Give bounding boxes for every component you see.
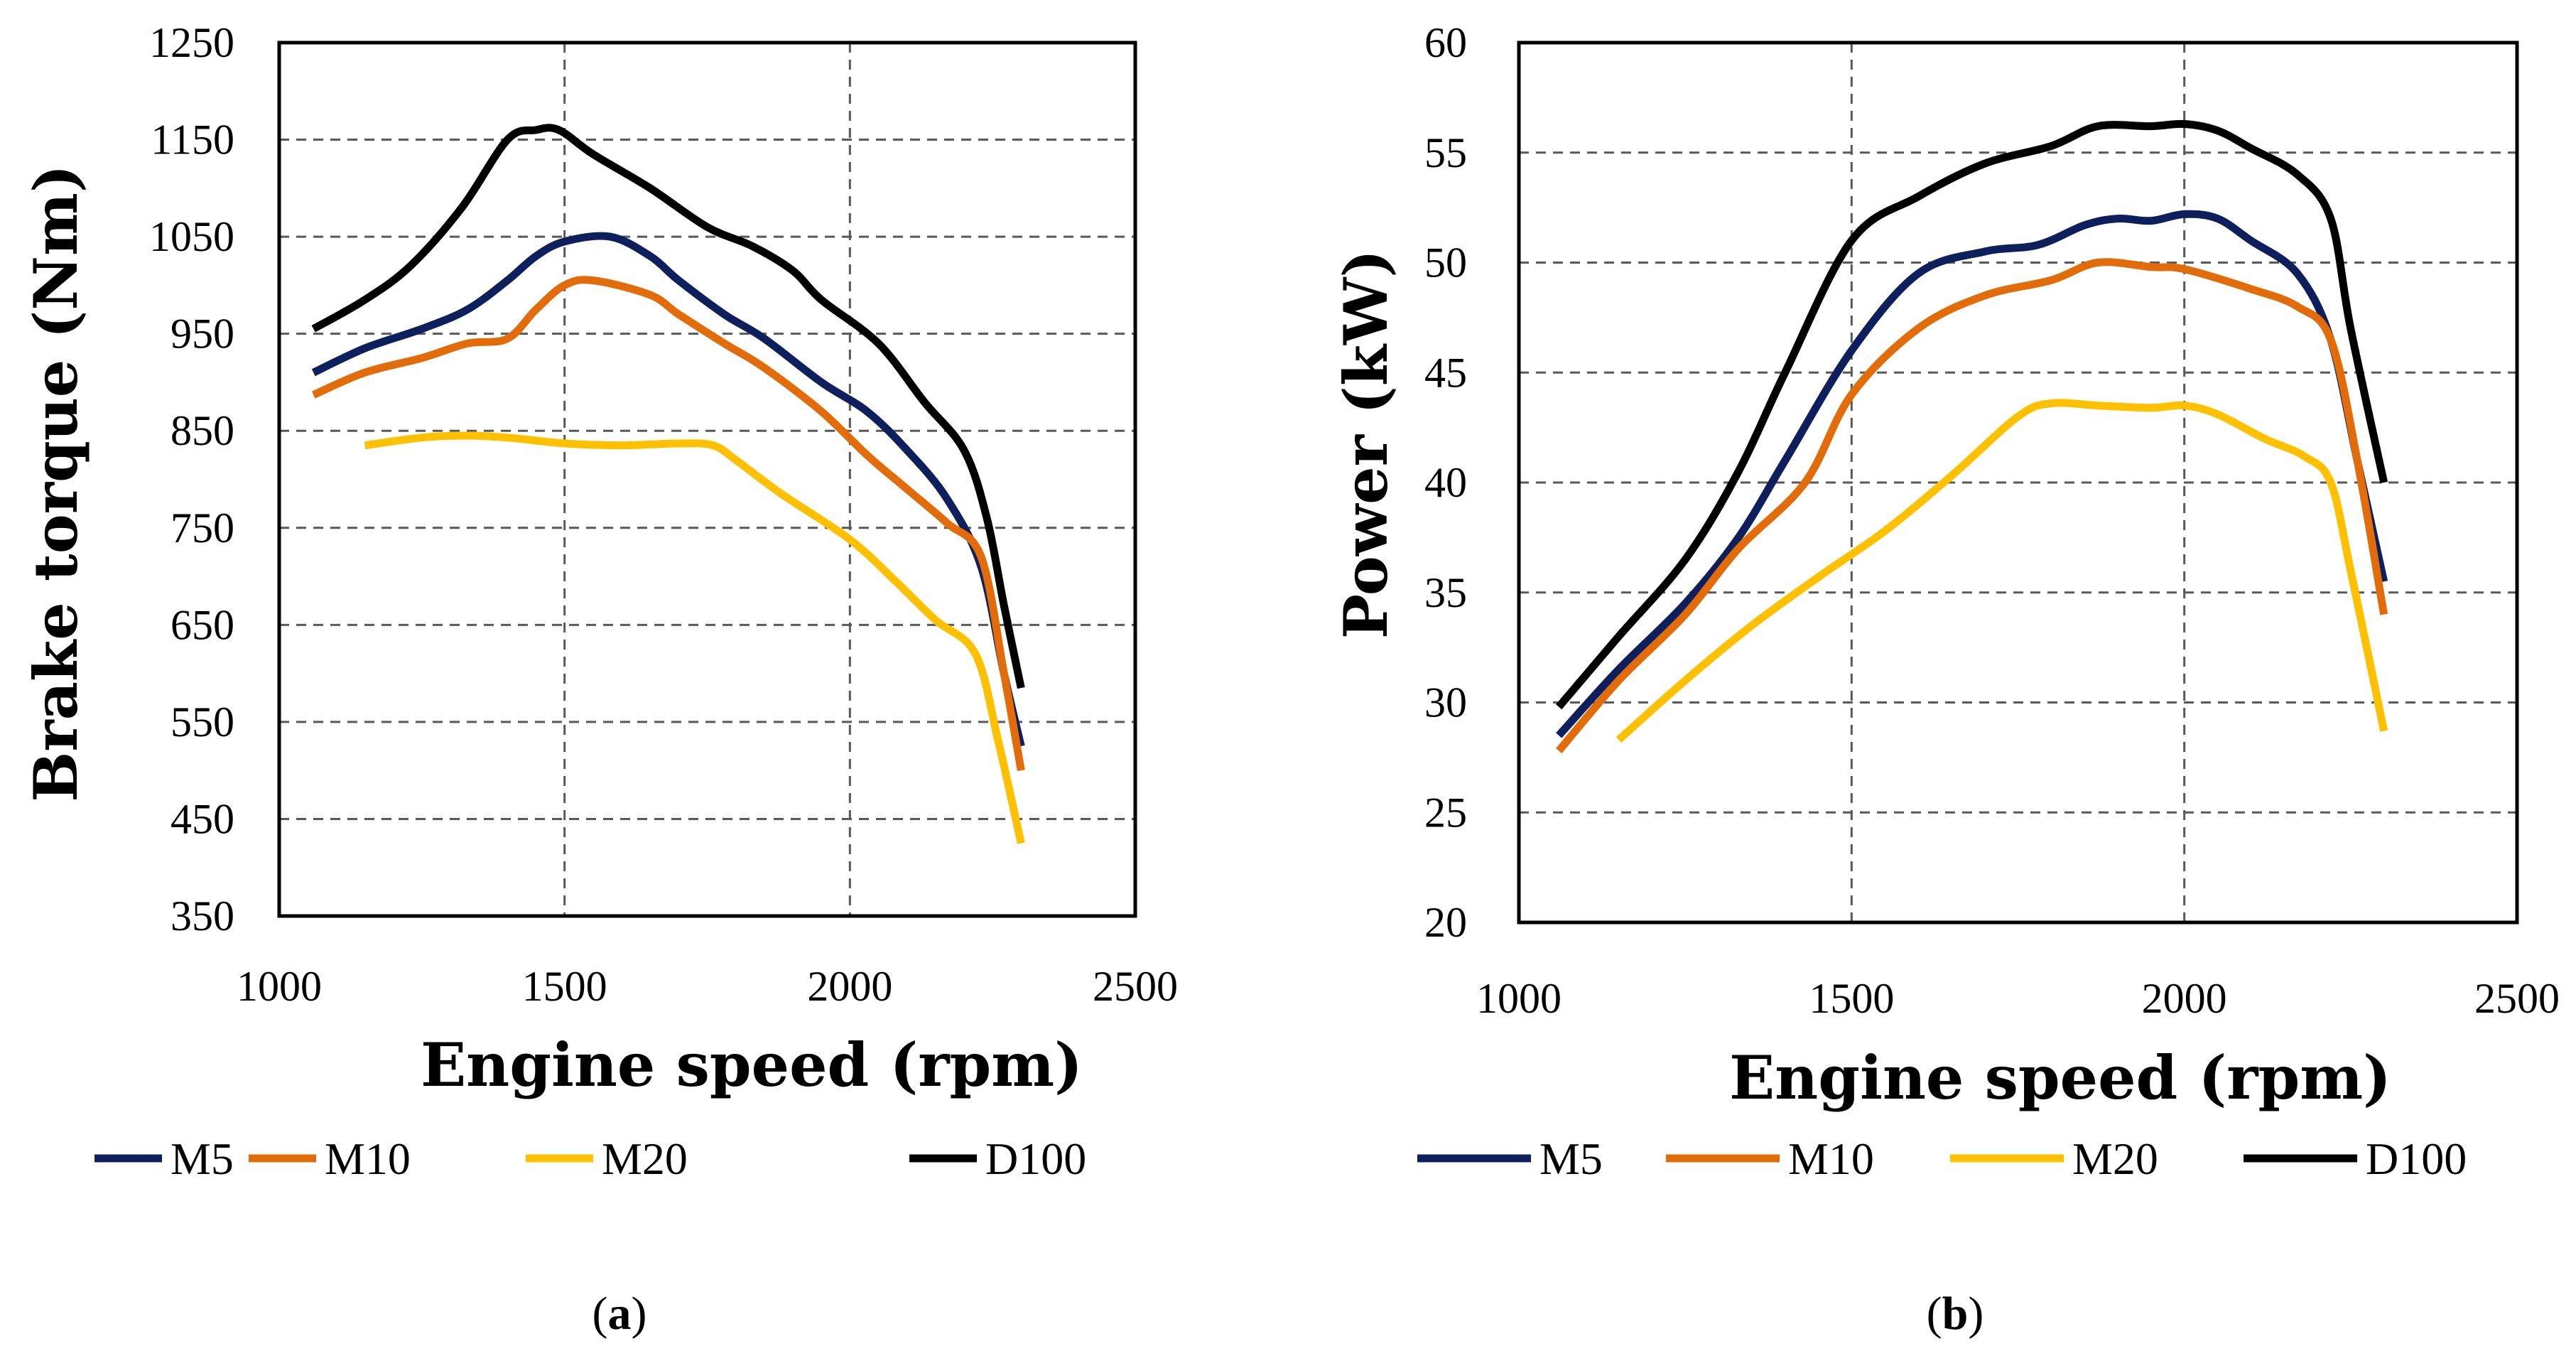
chart-a-x-tick-label: 2000 (807, 963, 892, 1010)
chart-b-x-axis-title: Engine speed (rpm) (1729, 1043, 2391, 1113)
chart-b-series-m10 (1556, 258, 2388, 754)
chart-a-y-tick-label: 650 (171, 601, 234, 648)
chart-b-series-m5 (1556, 210, 2388, 738)
chart-a-x-tick-label: 1500 (522, 963, 607, 1010)
chart-a-legend-label-m20: M20 (602, 1133, 688, 1184)
chart-a-caption: (a) (592, 1288, 647, 1340)
chart-a-series (311, 124, 1025, 844)
chart-b-y-tick-label: 30 (1424, 679, 1467, 726)
chart-b-legend-label-m10: M10 (1788, 1133, 1874, 1184)
chart-b-grid (1519, 43, 2517, 922)
chart-a-x-tick-labels: 1000 1500 2000 2500 (237, 963, 1178, 1010)
chart-b-legend: M5 M10 M20 D100 (1417, 1133, 2467, 1184)
chart-a-y-tick-label: 750 (171, 505, 234, 551)
chart-a-x-axis-title: Engine speed (rpm) (421, 1030, 1083, 1100)
chart-b-x-tick-labels: 1000 1500 2000 2500 (1476, 975, 2560, 1022)
chart-a-y-tick-label: 350 (171, 893, 234, 939)
chart-a-x-tick-label: 1000 (237, 963, 322, 1010)
chart-a-series-m5 (311, 232, 1025, 748)
chart-b-x-tick-label: 1000 (1476, 975, 1562, 1022)
chart-b-x-tick-label: 2500 (2474, 975, 2560, 1022)
chart-b-series (1556, 119, 2388, 754)
chart-a-y-tick-label: 550 (171, 699, 234, 745)
chart-b-caption-open: ( (1927, 1288, 1942, 1340)
chart-b-series-m20 (1616, 399, 2388, 743)
chart-a-legend-label-d100: D100 (985, 1133, 1086, 1184)
chart-a-legend: M5 M10 M20 D100 (94, 1133, 1086, 1184)
chart-b-y-tick-label: 25 (1424, 789, 1467, 836)
chart-a-y-tick-label: 850 (171, 407, 234, 454)
chart-b-y-axis-title: Power (kW) (1331, 249, 1401, 639)
chart-b-y-tick-label: 45 (1424, 349, 1467, 396)
chart-b-y-tick-label: 55 (1424, 129, 1467, 176)
chart-b-x-tick-label: 1500 (1809, 975, 1894, 1022)
chart-b-y-tick-label: 20 (1424, 899, 1467, 946)
chart-a-y-tick-label: 1150 (151, 117, 234, 163)
chart-b-legend-label-m5: M5 (1539, 1133, 1603, 1184)
chart-a-plot-frame (277, 41, 1137, 918)
chart-b-y-tick-label: 50 (1424, 239, 1467, 286)
chart-a-legend-label-m5: M5 (171, 1133, 234, 1184)
chart-a-series-m10 (311, 276, 1025, 772)
chart-a-x-tick-label: 2500 (1093, 963, 1178, 1010)
chart-b-legend-label-m20: M20 (2072, 1133, 2158, 1184)
chart-b-legend-label-d100: D100 (2366, 1133, 2467, 1184)
chart-a-caption-letter: a (608, 1288, 632, 1340)
chart-a-legend-label-m10: M10 (325, 1133, 411, 1184)
chart-a-caption-open: ( (592, 1288, 608, 1340)
chart-a-caption-close: ) (632, 1288, 647, 1340)
chart-a-y-tick-labels: 350 450 550 650 750 850 950 1050 1150 1250 (149, 19, 234, 939)
chart-b-x-tick-label: 2000 (2142, 975, 2227, 1022)
chart-b-y-tick-labels: 20 25 30 35 40 45 50 55 60 (1424, 19, 1467, 946)
chart-b-y-tick-label: 35 (1424, 569, 1467, 616)
chart-b-y-tick-label: 60 (1424, 19, 1467, 66)
chart-a-y-tick-label: 950 (171, 311, 234, 357)
chart-b-caption-close: ) (1968, 1288, 1984, 1340)
chart-b: 20 25 30 35 40 45 50 55 60 1000 1500 2000 2500 Engi… (1331, 19, 2560, 1340)
chart-a-series-m20 (364, 431, 1025, 844)
chart-a-y-tick-label: 1250 (149, 19, 234, 66)
chart-a: 350 450 550 650 750 850 950 1050 1150 1250 1000 15… (21, 19, 1178, 1340)
chart-a-y-tick-label: 450 (171, 795, 234, 842)
chart-b-caption-letter: b (1942, 1288, 1969, 1340)
chart-a-series-d100 (311, 124, 1025, 689)
chart-b-y-tick-label: 40 (1424, 459, 1467, 506)
chart-a-y-axis-title: Brake torque (Nm) (21, 164, 91, 802)
chart-b-caption: (b) (1927, 1288, 1984, 1340)
chart-b-series-d100 (1556, 119, 2388, 710)
chart-a-y-tick-label: 1050 (149, 213, 234, 260)
chart-b-plot-frame (1517, 41, 2519, 925)
